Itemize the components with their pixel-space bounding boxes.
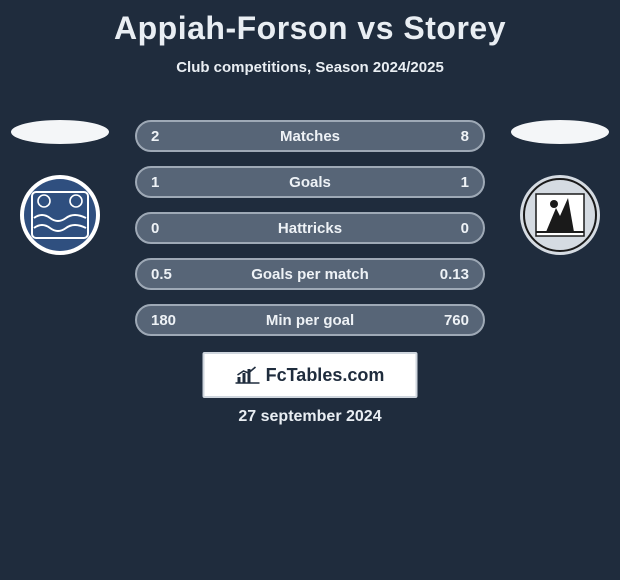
stat-label: Min per goal [211,312,409,329]
source-logo: FcTables.com [203,352,418,398]
stat-left-value: 0.5 [151,266,211,283]
source-logo-text: FcTables.com [266,365,385,386]
stat-row-hattricks: 0 Hattricks 0 [135,212,485,244]
stat-row-matches: 2 Matches 8 [135,120,485,152]
bar-chart-icon [236,365,260,385]
right-player-column [500,120,620,256]
stat-right-value: 0.13 [409,266,469,283]
right-team-crest [510,174,610,256]
left-team-crest [10,174,110,256]
left-player-photo-placeholder [11,120,109,144]
page-subtitle: Club competitions, Season 2024/2025 [0,59,620,76]
stat-right-value: 1 [409,174,469,191]
right-player-photo-placeholder [511,120,609,144]
stats-column: 2 Matches 8 1 Goals 1 0 Hattricks 0 0.5 … [135,120,485,336]
stat-row-min-per-goal: 180 Min per goal 760 [135,304,485,336]
stat-left-value: 1 [151,174,211,191]
stat-row-goals-per-match: 0.5 Goals per match 0.13 [135,258,485,290]
stat-right-value: 760 [409,312,469,329]
left-player-column [0,120,120,256]
stat-label: Goals per match [211,266,409,283]
stat-left-value: 2 [151,128,211,145]
snapshot-date: 27 september 2024 [0,408,620,426]
stat-row-goals: 1 Goals 1 [135,166,485,198]
stat-label: Matches [211,128,409,145]
stat-right-value: 8 [409,128,469,145]
southend-crest-icon [10,174,110,256]
stat-label: Hattricks [211,220,409,237]
page-title: Appiah-Forson vs Storey [0,0,620,47]
stat-left-value: 180 [151,312,211,329]
stat-left-value: 0 [151,220,211,237]
stat-right-value: 0 [409,220,469,237]
gateshead-crest-icon [510,174,610,256]
stat-label: Goals [211,174,409,191]
